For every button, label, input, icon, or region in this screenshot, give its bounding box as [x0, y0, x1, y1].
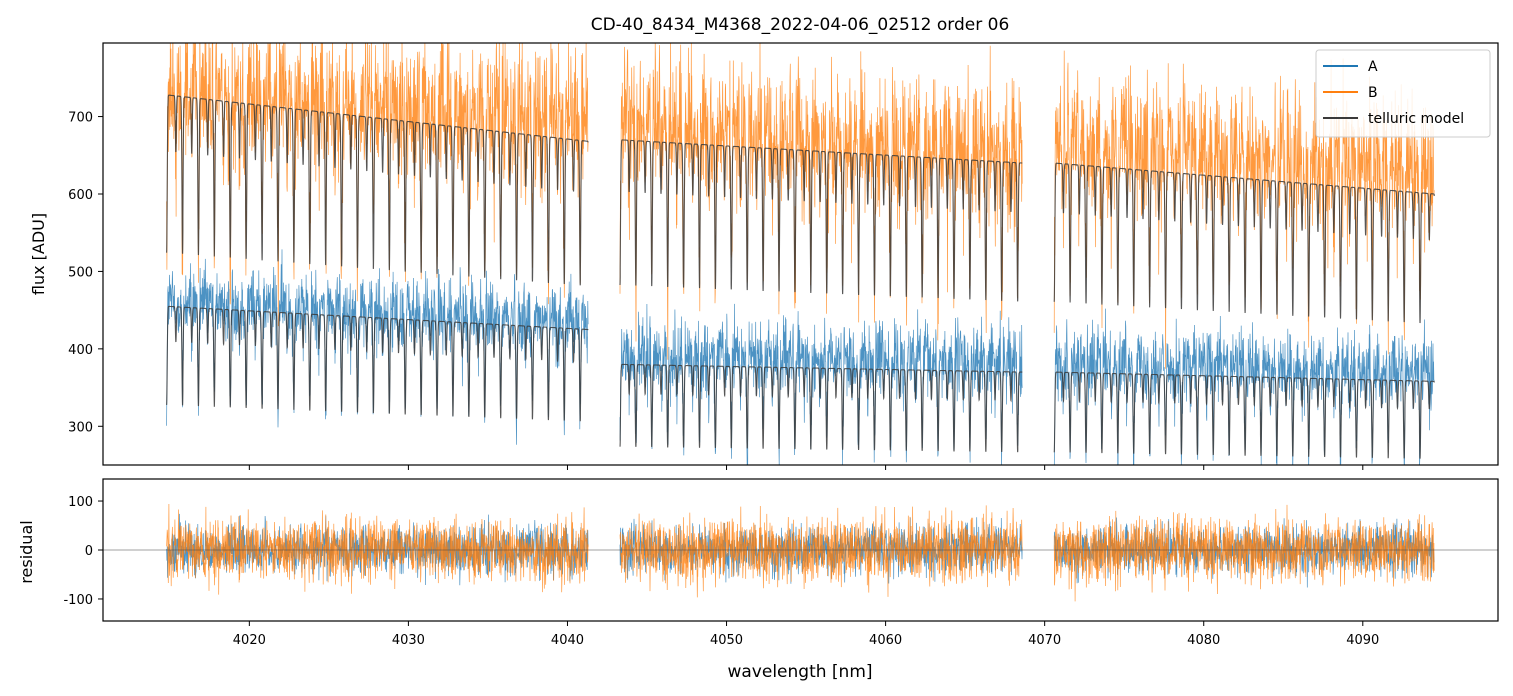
y-tick-label: 100: [68, 495, 93, 510]
y-tick-label: 400: [68, 343, 93, 358]
x-axis-label: wavelength [nm]: [727, 662, 872, 682]
chart-title: CD-40_8434_M4368_2022-04-06_02512 order …: [591, 15, 1010, 35]
y-tick-label: 700: [68, 111, 93, 126]
y-tick-label: 600: [68, 188, 93, 203]
x-tick-label: 4040: [551, 633, 584, 648]
x-tick-label: 4060: [869, 633, 902, 648]
flux-y-axis: 300 400 500 600 700: [68, 111, 103, 435]
series-b-line: [619, 43, 1023, 360]
x-tick-label: 4090: [1346, 633, 1379, 648]
series-b-line: [166, 43, 589, 327]
residual-series-layer: [103, 503, 1498, 602]
y-tick-label: 0: [85, 544, 93, 559]
legend: A B telluric model: [1315, 49, 1491, 138]
y-tick-label: 500: [68, 265, 93, 280]
y-tick-label: 300: [68, 420, 93, 435]
series-telluric-model-line: [619, 363, 1023, 453]
residual-y-axis: -100 0 100: [63, 495, 103, 608]
residual-b-line: [166, 503, 589, 595]
y-tick-label: -100: [63, 593, 93, 608]
series-telluric-model-line: [1053, 162, 1435, 324]
series-telluric-model-line: [166, 94, 589, 286]
legend-label-a: A: [1368, 59, 1378, 75]
series-a-line: [619, 303, 1023, 465]
legend-label-b: B: [1368, 85, 1378, 101]
series-telluric-model-line: [1053, 371, 1435, 459]
legend-label-telluric: telluric model: [1368, 111, 1464, 127]
x-tick-label: 4080: [1187, 633, 1220, 648]
flux-series-layer: [166, 43, 1435, 465]
flux-x-axis: [248, 465, 1364, 470]
residual-b-line: [619, 505, 1023, 598]
x-tick-label: 4020: [233, 633, 266, 648]
x-tick-label: 4050: [710, 633, 743, 648]
residual-y-label: residual: [17, 520, 36, 583]
x-tick-label: 4030: [392, 633, 425, 648]
flux-axes-frame: [102, 42, 1499, 466]
residual-b-line: [1053, 504, 1435, 602]
series-telluric-model-line: [619, 139, 1023, 302]
residual-x-axis: 4020 4030 4040 4050 4060 4070 4080 4090: [233, 621, 1379, 648]
flux-y-label: flux [ADU]: [29, 213, 48, 295]
x-tick-label: 4070: [1028, 633, 1061, 648]
legend-box: [1315, 49, 1491, 138]
residual-panel: -100 0 100 4020 4030 4040 4050 4060 4070 4080 409…: [17, 478, 1499, 682]
series-telluric-model-line: [166, 305, 589, 422]
flux-panel: 300 400 500 600 700 flux [ADU] A B telluric …: [29, 42, 1499, 470]
